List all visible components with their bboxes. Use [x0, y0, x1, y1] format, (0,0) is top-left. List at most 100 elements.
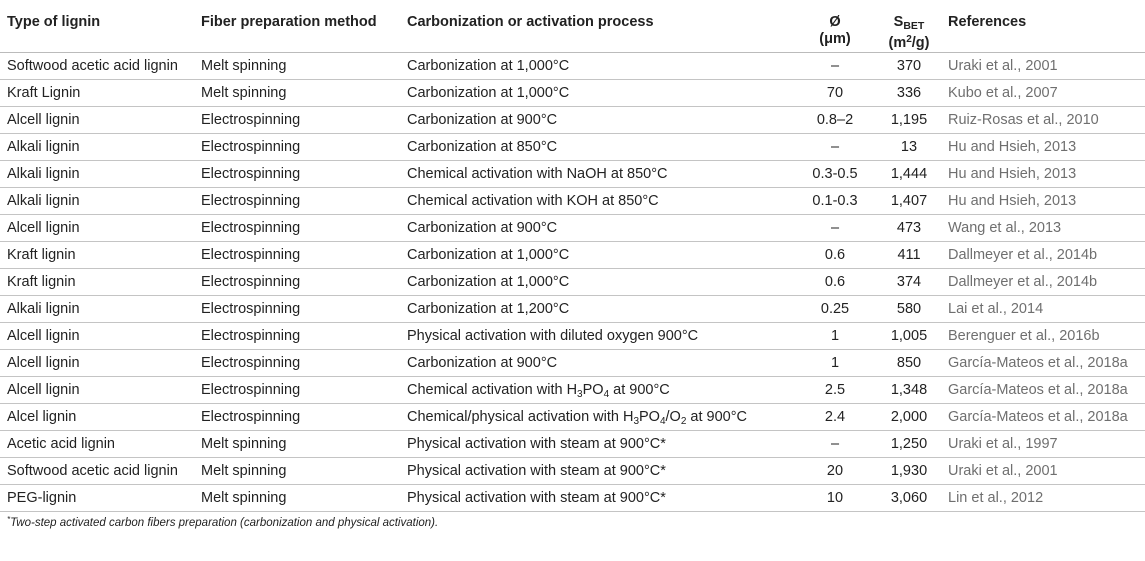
cell-process: Physical activation with steam at 900°C*	[407, 457, 800, 485]
cell-diameter: –	[800, 430, 870, 458]
cell-process: Chemical activation with H3PO4 at 900°C	[407, 376, 800, 404]
header-sbet-unit-b: /g)	[911, 35, 930, 51]
cell-sbet: 1,407	[870, 187, 948, 215]
process-sub: 3	[577, 389, 583, 400]
table-row: Alkali lignin Electrospinning Chemical a…	[0, 187, 1145, 215]
cell-fiber: Electrospinning	[201, 133, 407, 161]
cell-diameter: 0.3-0.5	[800, 160, 870, 188]
cell-diameter: –	[800, 214, 870, 242]
cell-fiber: Melt spinning	[201, 484, 407, 512]
table-footnote: *Two-step activated carbon fibers prepar…	[7, 515, 439, 530]
cell-diameter: 20	[800, 457, 870, 485]
header-type-of-lignin: Type of lignin	[0, 0, 201, 53]
table-row: Alcel lignin Electrospinning Chemical/ph…	[0, 403, 1145, 431]
cell-process: Chemical/physical activation with H3PO4/…	[407, 403, 800, 431]
cell-fiber: Electrospinning	[201, 187, 407, 215]
process-sub2: 4	[659, 416, 666, 427]
cell-type: Alkali lignin	[0, 160, 201, 188]
cell-sbet: 374	[870, 268, 948, 296]
data-table: Type of lignin Fiber preparation method …	[0, 0, 1145, 512]
cell-type: Kraft lignin	[0, 268, 201, 296]
cell-reference: Dallmeyer et al., 2014b	[948, 241, 1145, 269]
cell-fiber: Electrospinning	[201, 376, 407, 404]
cell-diameter: 10	[800, 484, 870, 512]
cell-sbet: 13	[870, 133, 948, 161]
cell-fiber: Electrospinning	[201, 160, 407, 188]
header-row: Type of lignin Fiber preparation method …	[0, 0, 1145, 53]
cell-sbet: 3,060	[870, 484, 948, 512]
cell-reference: Hu and Hsieh, 2013	[948, 160, 1145, 188]
cell-process: Carbonization at 900°C	[407, 349, 800, 377]
cell-sbet: 1,005	[870, 322, 948, 350]
table-body: Softwood acetic acid lignin Melt spinnin…	[0, 52, 1145, 512]
process-text-a: Chemical activation with H	[407, 382, 578, 398]
cell-reference: Uraki et al., 1997	[948, 430, 1145, 458]
header-sbet-s: S	[893, 14, 904, 30]
cell-type: PEG-lignin	[0, 484, 201, 512]
header-references: References	[948, 0, 1145, 53]
table-row: Alkali lignin Electrospinning Chemical a…	[0, 160, 1145, 188]
footnote-mark: *	[7, 515, 11, 524]
table-row: Alkali lignin Electrospinning Carbonizat…	[0, 133, 1145, 161]
cell-fiber: Electrospinning	[201, 349, 407, 377]
cell-type: Alcell lignin	[0, 106, 201, 134]
table-row: Alcell lignin Electrospinning Chemical a…	[0, 376, 1145, 404]
cell-process: Physical activation with steam at 900°C*	[407, 430, 800, 458]
process-text-b: PO	[639, 409, 660, 425]
cell-sbet: 850	[870, 349, 948, 377]
process-sub3: 2	[680, 416, 687, 427]
cell-process: Carbonization at 1,200°C	[407, 295, 800, 323]
cell-type: Acetic acid lignin	[0, 430, 201, 458]
cell-process: Physical activation with steam at 900°C*	[407, 484, 800, 512]
cell-sbet: 1,444	[870, 160, 948, 188]
cell-diameter: 70	[800, 79, 870, 107]
cell-reference: Berenguer et al., 2016b	[948, 322, 1145, 350]
header-sbet-sub: BET	[903, 20, 925, 32]
header-fiber-preparation-method: Fiber preparation method	[201, 0, 407, 53]
header-process: Carbonization or activation process	[407, 0, 800, 53]
cell-diameter: 0.6	[800, 268, 870, 296]
cell-fiber: Electrospinning	[201, 403, 407, 431]
cell-reference: Kubo et al., 2007	[948, 79, 1145, 107]
footnote-text: Two-step activated carbon fibers prepara…	[10, 517, 439, 529]
header-diameter-unit: (μm)	[819, 31, 851, 47]
cell-diameter: 1	[800, 349, 870, 377]
cell-type: Softwood acetic acid lignin	[0, 52, 201, 80]
cell-process: Carbonization at 900°C	[407, 214, 800, 242]
cell-fiber: Melt spinning	[201, 430, 407, 458]
cell-fiber: Electrospinning	[201, 106, 407, 134]
cell-reference: Lai et al., 2014	[948, 295, 1145, 323]
cell-diameter: 2.4	[800, 403, 870, 431]
cell-diameter: 0.8–2	[800, 106, 870, 134]
cell-reference: Ruiz-Rosas et al., 2010	[948, 106, 1145, 134]
cell-diameter: –	[800, 133, 870, 161]
cell-type: Alcell lignin	[0, 322, 201, 350]
cell-sbet: 336	[870, 79, 948, 107]
cell-diameter: –	[800, 52, 870, 80]
process-sub: 3	[633, 416, 640, 427]
cell-reference: Wang et al., 2013	[948, 214, 1145, 242]
cell-type: Alcell lignin	[0, 214, 201, 242]
cell-fiber: Electrospinning	[201, 322, 407, 350]
cell-process: Chemical activation with KOH at 850°C	[407, 187, 800, 215]
cell-reference: García-Mateos et al., 2018a	[948, 403, 1145, 431]
process-text-c: /O	[665, 409, 681, 425]
header-sbet-unit-a: (m	[888, 35, 907, 51]
cell-reference: García-Mateos et al., 2018a	[948, 376, 1145, 404]
process-sub2: 4	[603, 389, 610, 400]
table-row: Kraft Lignin Melt spinning Carbonization…	[0, 79, 1145, 107]
header-diameter: Ø (μm)	[800, 0, 870, 53]
table-row: Alcell lignin Electrospinning Carbonizat…	[0, 349, 1145, 377]
cell-type: Kraft Lignin	[0, 79, 201, 107]
cell-process: Carbonization at 1,000°C	[407, 241, 800, 269]
cell-process: Physical activation with diluted oxygen …	[407, 322, 800, 350]
cell-sbet: 580	[870, 295, 948, 323]
cell-type: Alkali lignin	[0, 187, 201, 215]
cell-sbet: 1,348	[870, 376, 948, 404]
cell-diameter: 0.1-0.3	[800, 187, 870, 215]
cell-reference: Uraki et al., 2001	[948, 457, 1145, 485]
table-row: Softwood acetic acid lignin Melt spinnin…	[0, 457, 1145, 485]
table-row: Alcell lignin Electrospinning Carbonizat…	[0, 214, 1145, 242]
header-sbet: SBET (m2/g)	[870, 0, 948, 53]
cell-fiber: Melt spinning	[201, 79, 407, 107]
